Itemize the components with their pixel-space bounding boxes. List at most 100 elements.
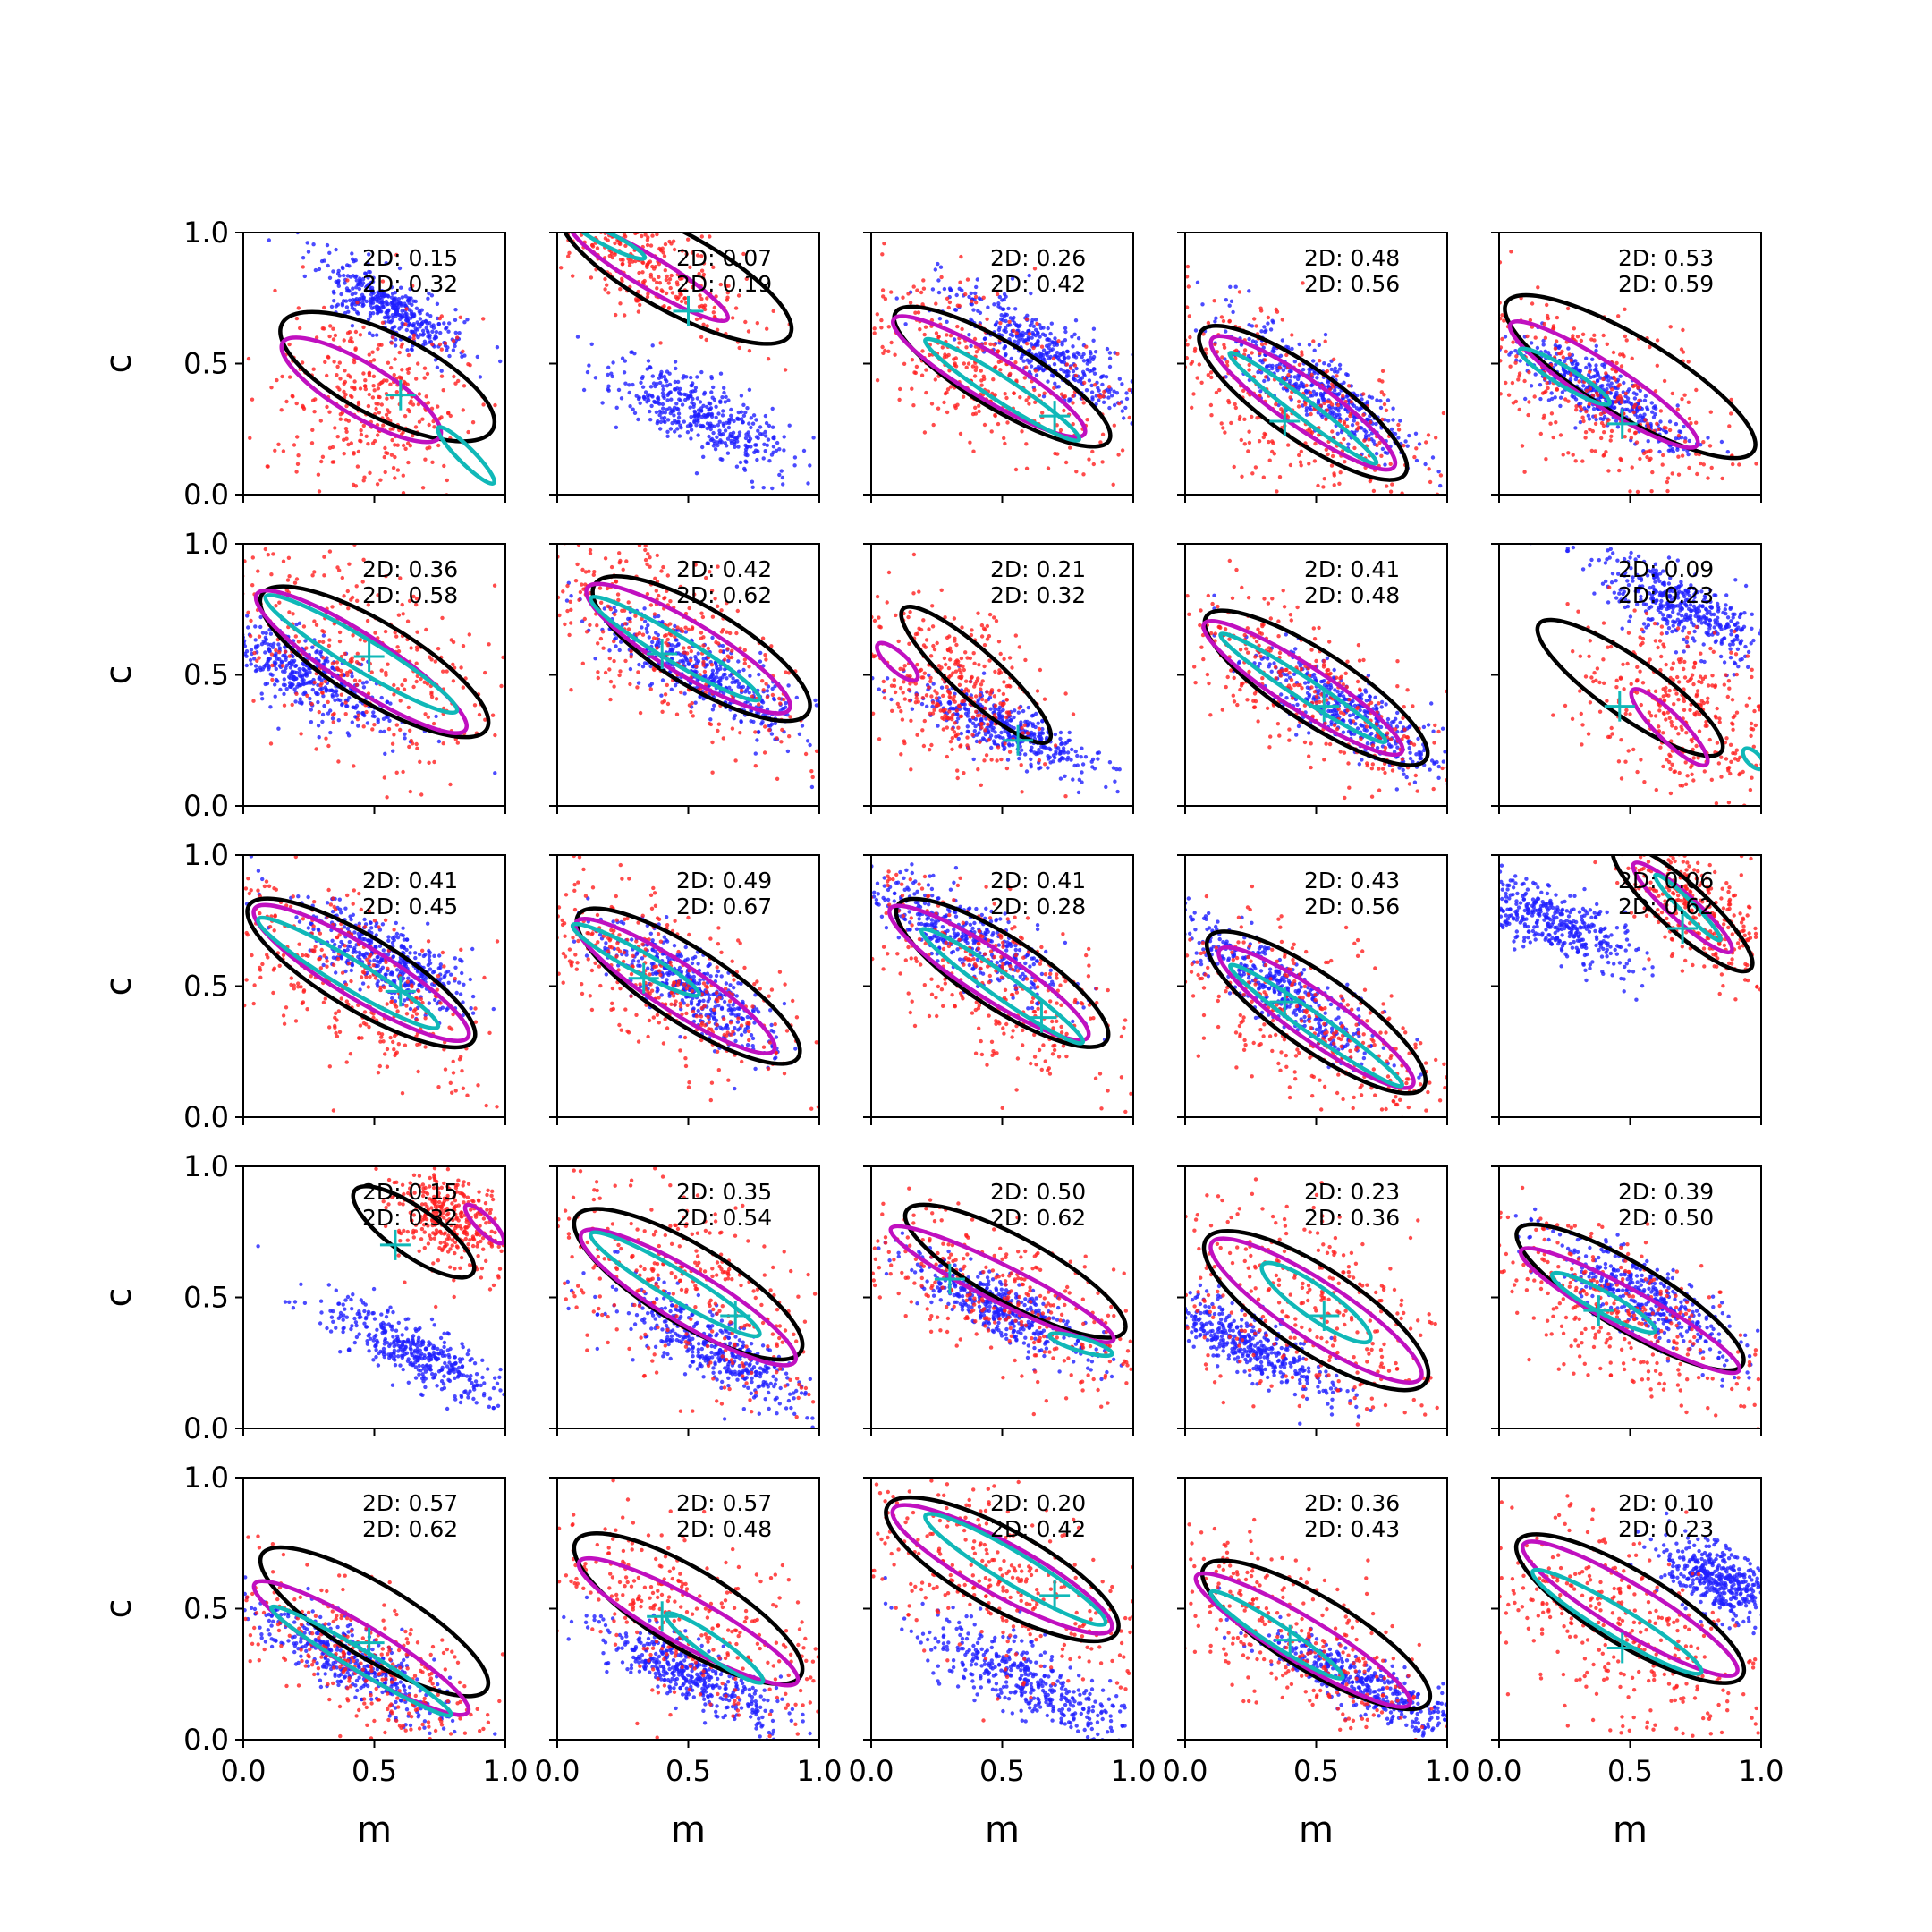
- data-point: [971, 308, 976, 312]
- data-point: [1250, 324, 1255, 328]
- data-point: [758, 425, 763, 429]
- data-point: [1321, 485, 1326, 489]
- data-point: [1635, 489, 1640, 495]
- data-point: [284, 663, 289, 668]
- data-point: [1578, 419, 1583, 425]
- data-point: [411, 594, 416, 599]
- data-point: [424, 394, 428, 399]
- mid-contour: [253, 588, 469, 735]
- data-point: [751, 719, 756, 724]
- data-point: [1594, 367, 1598, 371]
- data-point: [938, 265, 944, 269]
- data-point: [1076, 336, 1081, 341]
- data-point: [921, 278, 926, 283]
- data-point: [330, 713, 335, 717]
- data-point: [296, 682, 301, 687]
- data-point: [335, 660, 340, 665]
- data-point: [1536, 285, 1540, 290]
- data-point: [676, 407, 681, 411]
- data-point: [1584, 356, 1589, 360]
- data-point: [470, 420, 476, 425]
- data-point: [1614, 400, 1618, 404]
- data-point: [326, 354, 330, 360]
- data-point: [645, 242, 650, 248]
- data-point: [342, 389, 346, 394]
- data-point: [1581, 419, 1586, 424]
- data-point: [1009, 356, 1013, 361]
- data-point: [1543, 335, 1548, 340]
- data-point: [1238, 414, 1242, 419]
- data-point: [400, 342, 404, 346]
- data-point: [411, 333, 417, 338]
- data-point: [1316, 401, 1321, 406]
- data-point: [1010, 334, 1015, 338]
- data-point: [1117, 377, 1123, 381]
- data-point: [1253, 465, 1258, 470]
- data-point: [756, 730, 761, 734]
- data-point: [1120, 409, 1125, 413]
- data-point: [403, 446, 408, 451]
- data-point: [648, 243, 654, 248]
- data-point: [1737, 462, 1741, 467]
- data-point: [404, 327, 409, 333]
- data-point: [708, 421, 713, 426]
- data-point: [258, 614, 263, 620]
- data-point: [332, 360, 336, 364]
- data-point: [977, 409, 981, 414]
- data-point: [1053, 336, 1057, 341]
- data-point: [342, 452, 346, 456]
- data-point: [1427, 467, 1431, 471]
- data-point: [343, 700, 348, 705]
- data-point: [364, 709, 369, 715]
- data-point: [406, 460, 411, 465]
- data-point: [981, 374, 986, 378]
- data-point: [1040, 411, 1045, 415]
- data-point: [753, 751, 758, 756]
- data-point: [698, 400, 703, 404]
- data-point: [357, 286, 361, 292]
- data-point: [406, 352, 411, 358]
- data-point: [325, 404, 329, 410]
- data-point: [736, 659, 741, 664]
- data-point: [631, 407, 635, 411]
- data-point: [280, 374, 284, 379]
- data-point: [1004, 352, 1008, 357]
- data-point: [724, 394, 728, 399]
- data-point: [400, 309, 404, 313]
- data-point: [998, 368, 1003, 372]
- data-point: [780, 707, 785, 711]
- data-point: [777, 447, 782, 452]
- data-point: [724, 444, 729, 448]
- data-point: [344, 429, 349, 434]
- data-point: [462, 320, 467, 325]
- data-point: [268, 672, 273, 676]
- data-point: [641, 394, 647, 399]
- data-point: [1630, 356, 1634, 360]
- y-axis-label: c: [98, 665, 140, 685]
- data-point: [1309, 411, 1313, 417]
- data-point: [763, 429, 767, 435]
- data-point: [1555, 386, 1560, 392]
- data-point: [1605, 386, 1609, 392]
- data-point: [1122, 416, 1126, 420]
- data-point: [329, 688, 335, 692]
- data-point: [985, 317, 989, 321]
- data-point: [436, 322, 442, 326]
- data-point: [693, 700, 698, 705]
- data-point: [406, 408, 411, 412]
- data-point: [737, 669, 741, 674]
- data-point: [937, 317, 943, 321]
- data-point: [274, 604, 278, 608]
- data-point: [1614, 360, 1619, 366]
- data-point: [302, 690, 308, 694]
- data-point: [401, 769, 405, 775]
- data-point: [797, 732, 802, 736]
- data-point: [385, 309, 389, 314]
- data-point: [660, 246, 665, 250]
- data-point: [391, 306, 395, 310]
- data-point: [350, 595, 355, 600]
- data-point: [1665, 476, 1671, 480]
- data-point: [1190, 405, 1194, 410]
- data-point: [347, 562, 352, 566]
